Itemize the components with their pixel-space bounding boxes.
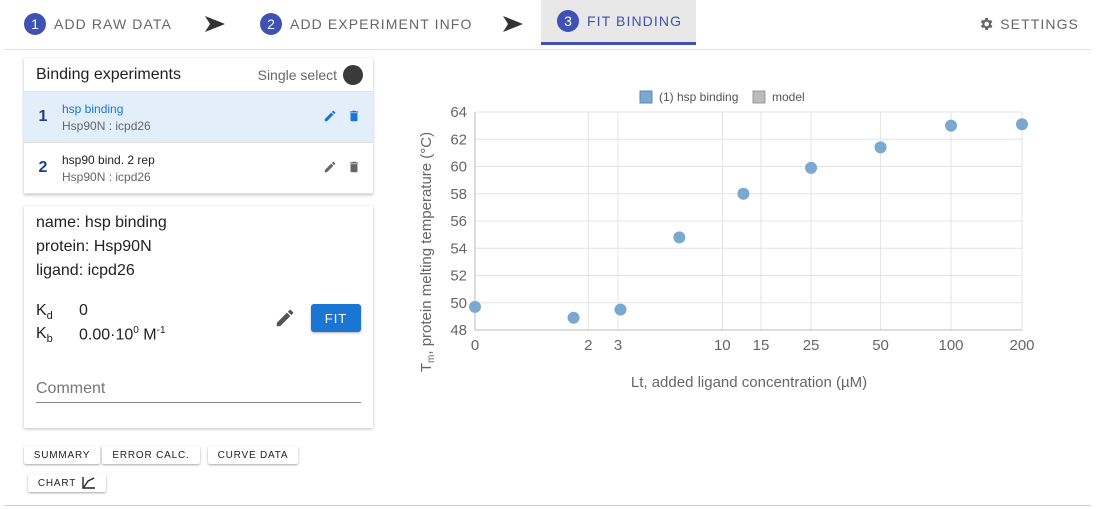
- step-add-experiment-info[interactable]: 2 ADD EXPERIMENT INFO: [260, 0, 472, 48]
- gear-icon: [981, 18, 993, 30]
- kb-label: Kb: [36, 325, 53, 346]
- experiment-detail-card: name: hsp binding protein: Hsp90N ligand…: [24, 206, 373, 428]
- arrow-right-icon: [503, 16, 523, 32]
- chart-legend: (1) hsp binding model: [639, 90, 805, 104]
- data-point: [805, 161, 818, 174]
- data-point: [673, 231, 686, 244]
- chart-button-label: CHART: [37, 477, 77, 489]
- chart-grid: [474, 111, 1023, 331]
- stepper-bar: 1 ADD RAW DATA 2 ADD EXPERIMENT INFO 3 F…: [4, 0, 1091, 50]
- fit-button[interactable]: FIT: [311, 304, 361, 332]
- x-tick-label: 25: [803, 337, 820, 354]
- step-add-raw-data[interactable]: 1 ADD RAW DATA: [24, 0, 172, 48]
- step-number: 1: [24, 13, 46, 35]
- y-tick-label: 64: [450, 104, 467, 121]
- kd-label: Kd: [36, 302, 53, 323]
- x-tick-label: 50: [872, 337, 889, 354]
- legend-swatch-hsp-binding: [639, 90, 653, 104]
- data-point: [567, 311, 580, 324]
- pencil-icon[interactable]: [323, 160, 337, 174]
- data-points: [469, 118, 1028, 324]
- legend-label-hsp-binding: (1) hsp binding: [659, 90, 738, 104]
- binding-experiments-header: Binding experiments Single select: [24, 58, 373, 92]
- curve-data-button[interactable]: CURVE DATA: [208, 446, 298, 464]
- y-axis-ticks: 48 50 52 54 56 58 60 62 64: [450, 104, 467, 339]
- step-fit-binding[interactable]: 3 FIT BINDING: [541, 0, 696, 45]
- data-point: [614, 303, 627, 316]
- legend-label-model: model: [772, 90, 805, 104]
- pencil-icon[interactable]: [323, 109, 337, 123]
- y-tick-label: 54: [450, 240, 467, 257]
- data-point: [1016, 118, 1028, 131]
- data-point: [737, 187, 750, 200]
- binding-experiments-title: Binding experiments: [36, 65, 181, 83]
- experiment-name: hsp90 bind. 2 rep: [62, 152, 155, 167]
- trash-icon[interactable]: [347, 160, 361, 174]
- chart-button[interactable]: CHART: [28, 474, 106, 492]
- app-frame: 1 ADD RAW DATA 2 ADD EXPERIMENT INFO 3 F…: [4, 0, 1091, 506]
- settings-button[interactable]: SETTINGS: [978, 0, 1079, 48]
- y-tick-label: 50: [450, 295, 467, 312]
- x-tick-label: 0: [471, 337, 479, 354]
- single-select-control: Single select: [257, 64, 363, 85]
- step-label: FIT BINDING: [587, 13, 683, 29]
- single-select-label: Single select: [257, 66, 337, 83]
- comment-input[interactable]: [36, 376, 361, 403]
- chart-line-icon: [82, 477, 96, 489]
- experiment-protein-ligand: Hsp90N : icpd26: [62, 169, 151, 184]
- step-number: 3: [557, 10, 579, 32]
- data-point: [874, 141, 887, 154]
- x-tick-label: 10: [714, 337, 731, 354]
- data-point: [469, 300, 481, 313]
- x-axis-ticks: 0 2 3 10 15 25 50 100 200: [471, 337, 1035, 354]
- y-tick-label: 62: [450, 131, 467, 148]
- x-tick-label: 2: [584, 337, 592, 354]
- step-label: ADD EXPERIMENT INFO: [290, 16, 473, 32]
- experiment-number: 2: [38, 159, 48, 176]
- kd-value: 0: [79, 302, 88, 319]
- x-tick-label: 100: [939, 337, 964, 354]
- experiment-name: hsp binding: [62, 101, 124, 116]
- experiment-name-line: name: hsp binding: [36, 214, 167, 231]
- step-number: 2: [260, 13, 282, 35]
- y-tick-label: 60: [450, 159, 467, 176]
- x-tick-label: 200: [1009, 337, 1034, 354]
- edit-pencil-icon[interactable]: [274, 307, 296, 329]
- y-tick-label: 52: [450, 268, 467, 285]
- data-point: [945, 119, 958, 132]
- x-tick-label: 15: [753, 337, 770, 354]
- trash-icon[interactable]: [347, 109, 361, 123]
- x-tick-label: 3: [614, 337, 622, 354]
- experiment-item[interactable]: 2 hsp90 bind. 2 rep Hsp90N : icpd26: [24, 143, 373, 194]
- experiment-protein-ligand: Hsp90N : icpd26: [62, 118, 151, 133]
- y-tick-label: 48: [450, 322, 467, 339]
- x-axis-title: Lt, added ligand concentration (µM): [631, 374, 867, 391]
- experiment-item[interactable]: 1 hsp binding Hsp90N : icpd26: [24, 92, 373, 143]
- y-axis-title: Tm, protein melting temperature (°C): [418, 132, 437, 372]
- binding-experiments-card: Binding experiments Single select 1 hsp …: [24, 58, 373, 194]
- summary-button[interactable]: SUMMARY: [24, 446, 100, 464]
- kb-value: 0.00·100 M-1: [79, 325, 166, 344]
- legend-swatch-model: [752, 90, 766, 104]
- experiment-ligand-line: ligand: icpd26: [36, 262, 135, 279]
- y-tick-label: 58: [450, 186, 467, 203]
- experiment-protein-line: protein: Hsp90N: [36, 238, 152, 255]
- settings-label: SETTINGS: [1000, 16, 1079, 32]
- single-select-toggle[interactable]: [343, 64, 363, 85]
- step-label: ADD RAW DATA: [54, 16, 172, 32]
- arrow-right-icon: [205, 16, 225, 32]
- binding-chart: (1) hsp binding model 48 50 52 54 56 58 60 62 64…: [418, 90, 1035, 391]
- error-calc-button[interactable]: ERROR CALC.: [102, 446, 200, 464]
- experiment-number: 1: [38, 108, 48, 125]
- y-tick-label: 56: [450, 213, 467, 230]
